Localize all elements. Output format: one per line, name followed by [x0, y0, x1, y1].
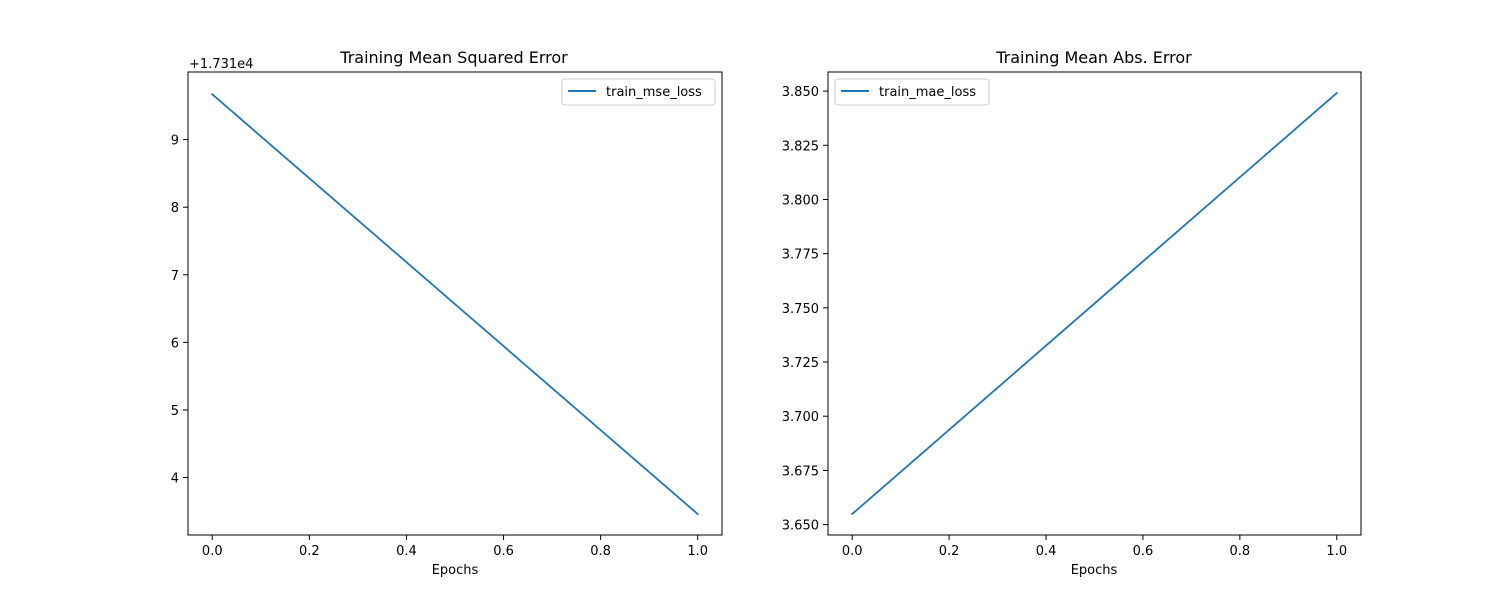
mae-x-tick-label: 0.8: [1230, 544, 1251, 559]
mse-plot-frame: [187, 71, 723, 536]
mae-chart: Training Mean Abs. Error 0.0 0.2 0.4 0.6 0.8…: [782, 48, 1362, 578]
mse-y-offset-text: +1.731e4: [189, 57, 253, 72]
mae-legend-box: [834, 78, 990, 106]
mse-x-tick-label: 0.8: [590, 544, 611, 559]
mae-y-tick-label: 3.825: [782, 139, 819, 154]
mae-x-tick-label: 0.6: [1133, 544, 1154, 559]
mse-legend-label: train_mse_loss: [606, 85, 702, 100]
mse-y-tick-label: 5: [171, 404, 179, 419]
mae-y-tick-label: 3.750: [782, 302, 819, 317]
mae-y-tick-label: 3.700: [782, 410, 819, 425]
mae-x-axis-label: Epochs: [1071, 563, 1118, 578]
mae-y-tick-label: 3.775: [782, 248, 819, 263]
mae-y-tick-label: 3.725: [782, 356, 819, 371]
mse-legend-box: [561, 78, 716, 106]
mae-x-tick-label: 0.4: [1036, 544, 1057, 559]
mae-legend: train_mae_loss: [834, 78, 990, 106]
mae-x-tick-label: 0.2: [939, 544, 960, 559]
mae-y-tick-label: 3.675: [782, 464, 819, 479]
mae-chart-title: Training Mean Abs. Error: [995, 48, 1192, 67]
mse-y-tick-label: 8: [171, 201, 179, 216]
mae-y-tick-label: 3.850: [782, 85, 819, 100]
mse-y-tick-label: 6: [171, 336, 179, 351]
mae-y-tick-label: 3.650: [782, 519, 819, 534]
mse-series-line-train_mse_loss: [211, 93, 699, 516]
mse-y-tick-label: 7: [171, 269, 179, 284]
mse-x-axis-label: Epochs: [432, 563, 479, 578]
mae-y-tick-label: 3.800: [782, 193, 819, 208]
mae-x-tick-label: 1.0: [1326, 544, 1347, 559]
mse-axis-ticks: 0.0 0.2 0.4 0.6 0.8 1.0 4 5 6 7 8 9: [171, 134, 708, 559]
mse-y-tick-label: 9: [171, 134, 179, 149]
mae-plot-frame: [827, 71, 1362, 536]
mse-x-tick-label: 1.0: [687, 544, 708, 559]
mse-x-tick-label: 0.0: [202, 544, 223, 559]
mse-legend: train_mse_loss: [561, 78, 716, 106]
mae-x-tick-label: 0.0: [842, 544, 863, 559]
mse-x-tick-label: 0.4: [396, 544, 417, 559]
mse-y-tick-label: 4: [171, 472, 179, 487]
mse-chart-title: Training Mean Squared Error: [339, 48, 568, 67]
mae-legend-label: train_mae_loss: [879, 85, 976, 100]
mse-x-tick-label: 0.6: [493, 544, 514, 559]
mae-series-line-train_mae_loss: [850, 91, 1339, 516]
mse-series: [211, 93, 699, 516]
mae-axis-ticks: 0.0 0.2 0.4 0.6 0.8 1.0 3.650 3.675 3.700 3.725 3.…: [782, 85, 1347, 559]
mse-chart: Training Mean Squared Error +1.731e4 0.0…: [171, 48, 723, 578]
mae-series: [850, 91, 1339, 516]
mse-x-tick-label: 0.2: [299, 544, 320, 559]
